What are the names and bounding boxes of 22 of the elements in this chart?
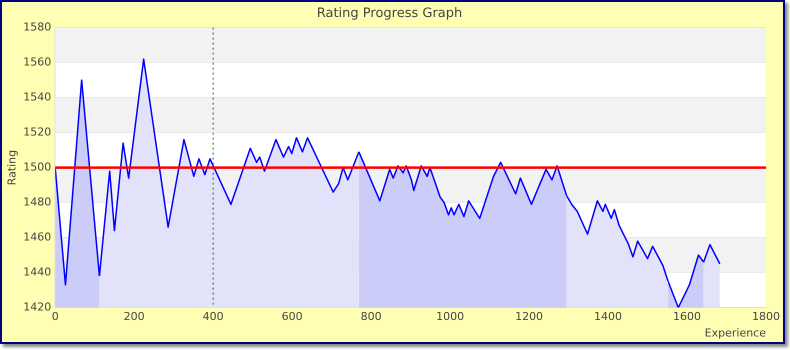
x-tick-label: 1600	[673, 310, 702, 324]
x-tick-label: 600	[282, 310, 303, 324]
x-tick-label: 1800	[752, 310, 780, 324]
chart-title: Rating Progress Graph	[316, 6, 462, 22]
x-tick-label: 1000	[436, 310, 464, 324]
x-tick-label: 400	[202, 310, 224, 324]
y-tick-label: 1480	[23, 195, 52, 208]
y-tick-label: 1560	[23, 55, 52, 68]
x-tick-label: 1200	[515, 310, 544, 324]
y-tick-label: 1420	[23, 300, 52, 314]
y-tick-label: 1440	[23, 265, 52, 278]
y-tick-label: 1540	[23, 90, 52, 104]
x-tick-label: 1400	[594, 310, 622, 324]
y-tick-label: 1460	[23, 230, 52, 244]
x-tick-label: 800	[360, 310, 382, 324]
x-tick-label: 0	[52, 310, 59, 324]
y-axis-title: Rating	[5, 150, 18, 186]
y-tick-label: 1500	[23, 160, 52, 174]
x-axis-title: Experience	[704, 326, 766, 340]
x-tick-label: 200	[124, 310, 145, 324]
y-tick-label: 1520	[23, 125, 52, 138]
y-tick-label: 1580	[23, 20, 52, 34]
